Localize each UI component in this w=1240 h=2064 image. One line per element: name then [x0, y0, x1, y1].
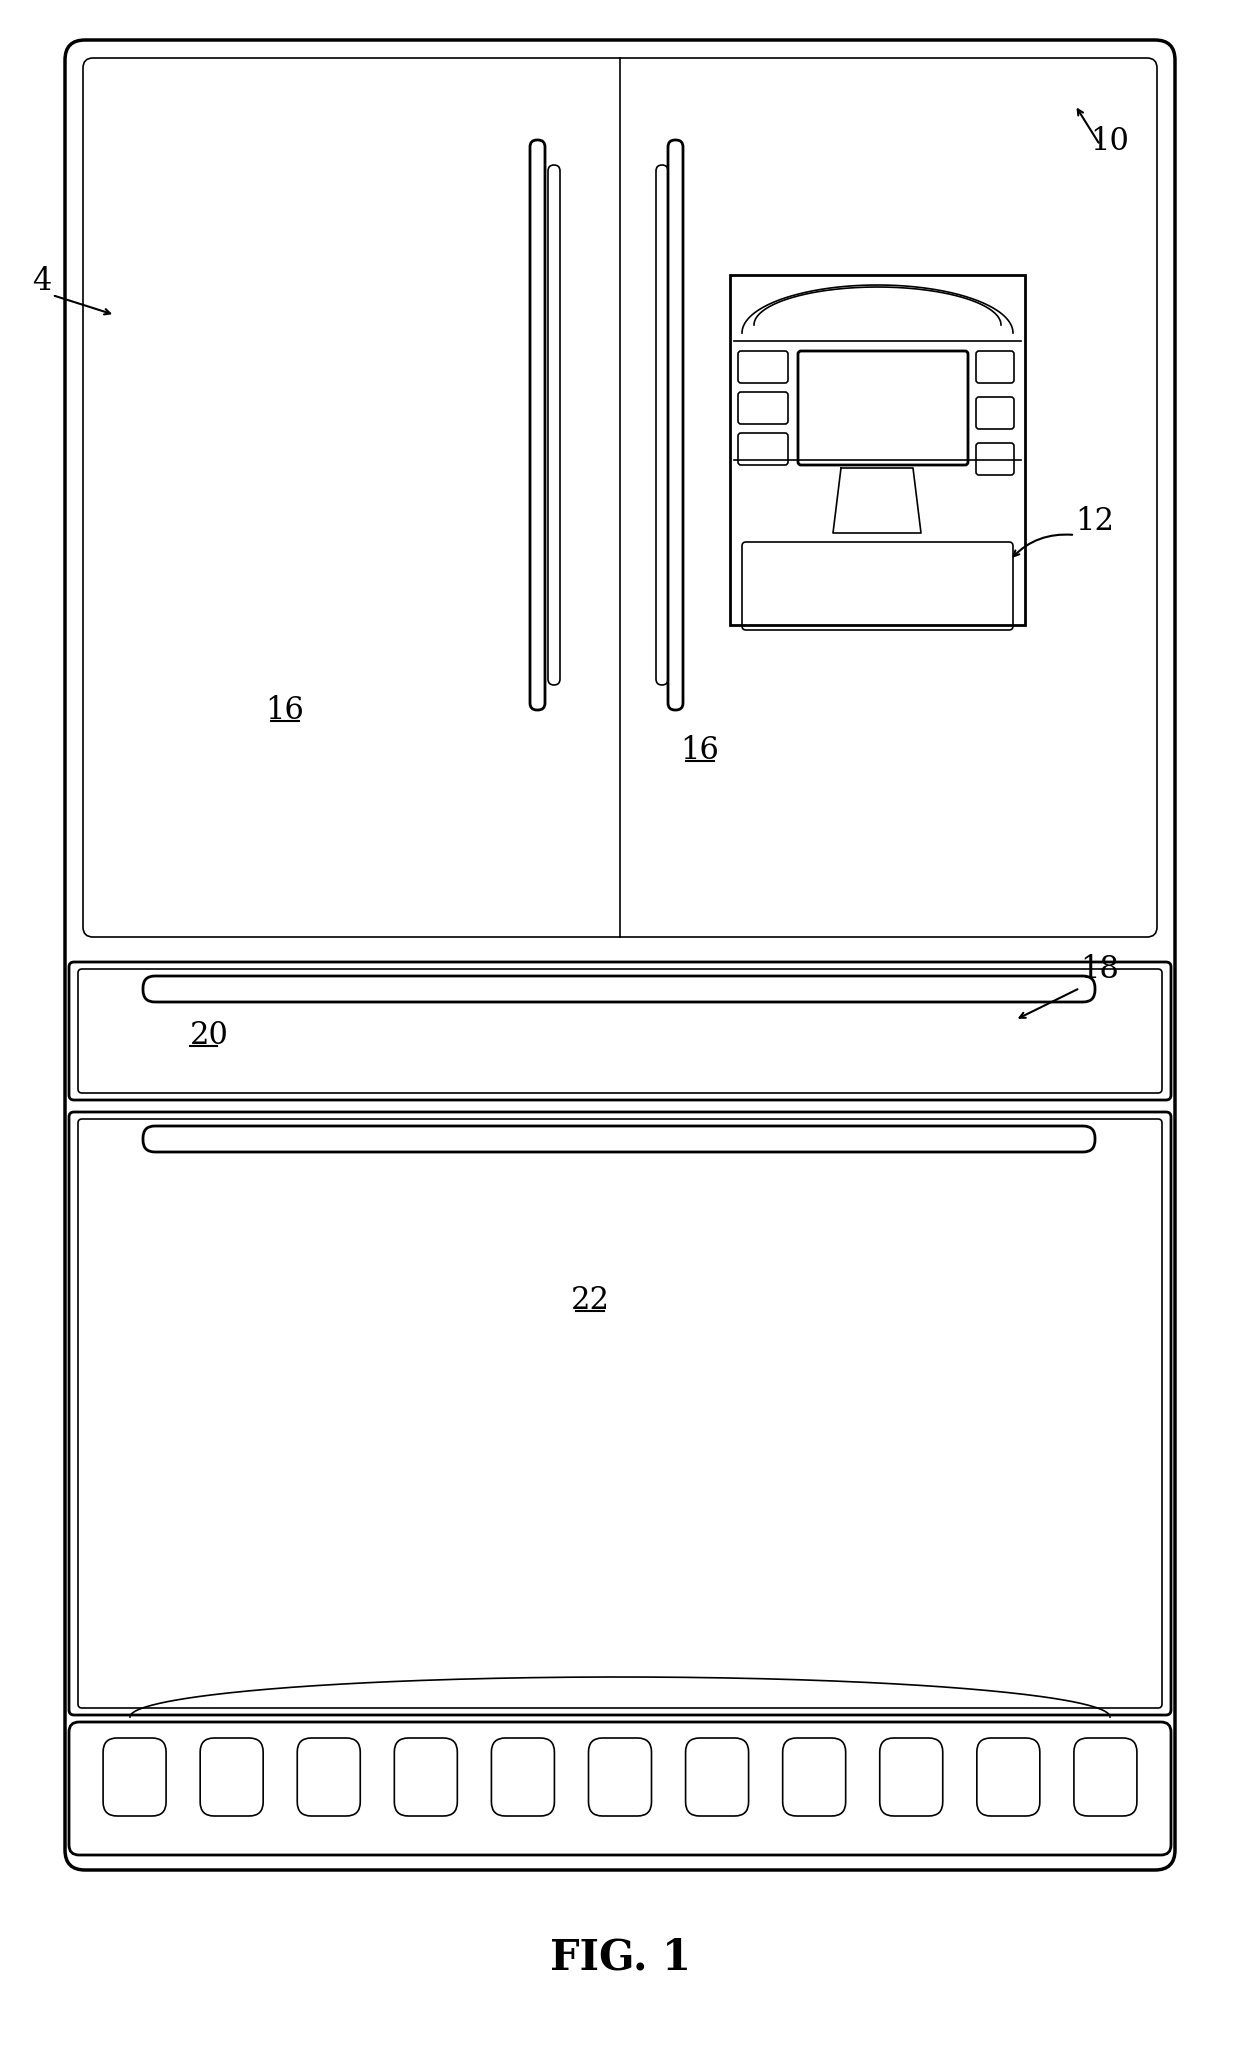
- Text: 20: 20: [190, 1020, 229, 1051]
- Text: 22: 22: [570, 1286, 610, 1317]
- Polygon shape: [833, 469, 921, 533]
- Text: 4: 4: [32, 266, 51, 297]
- Text: 16: 16: [681, 735, 719, 766]
- Text: 18: 18: [1080, 954, 1118, 985]
- Bar: [730, 275, 1025, 625]
- Text: 12: 12: [1075, 506, 1114, 537]
- Text: 10: 10: [1090, 126, 1128, 157]
- Text: 16: 16: [265, 696, 305, 727]
- Text: FIG. 1: FIG. 1: [549, 1936, 691, 1979]
